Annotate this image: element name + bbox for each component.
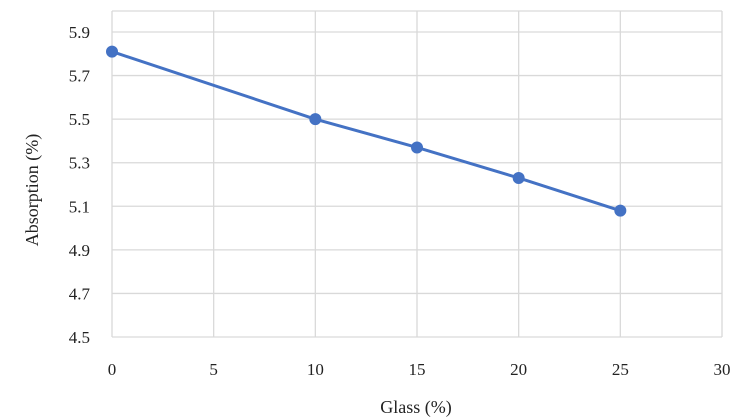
series-absorption — [106, 45, 627, 217]
x-tick-label: 0 — [108, 360, 117, 379]
data-point — [106, 45, 118, 58]
y-tick-label: 4.5 — [69, 328, 90, 347]
x-axis-title: Glass (%) — [380, 397, 451, 418]
x-tick-label: 20 — [510, 360, 527, 379]
y-axis-title: Absorption (%) — [22, 134, 43, 246]
y-tick-label: 5.9 — [69, 23, 90, 42]
y-tick-label: 4.9 — [69, 241, 90, 260]
y-axis-ticks: 4.5 4.7 4.9 5.1 5.3 5.5 5.7 5.9 — [69, 23, 91, 347]
y-tick-label: 4.7 — [69, 284, 91, 303]
x-tick-label: 10 — [307, 360, 324, 379]
data-point — [614, 204, 627, 217]
x-axis-ticks: 0 5 10 15 20 25 30 — [108, 360, 731, 379]
x-tick-label: 15 — [409, 360, 426, 379]
x-tick-label: 25 — [612, 360, 629, 379]
grid-lines — [111, 10, 723, 338]
y-tick-label: 5.3 — [69, 154, 90, 173]
data-point — [411, 141, 423, 154]
data-point — [512, 171, 525, 184]
y-tick-label: 5.7 — [69, 67, 91, 86]
x-tick-label: 30 — [714, 360, 731, 379]
y-tick-label: 5.1 — [69, 197, 90, 216]
data-point — [309, 113, 322, 126]
x-tick-label: 5 — [209, 360, 218, 379]
y-tick-label: 5.5 — [69, 110, 90, 129]
